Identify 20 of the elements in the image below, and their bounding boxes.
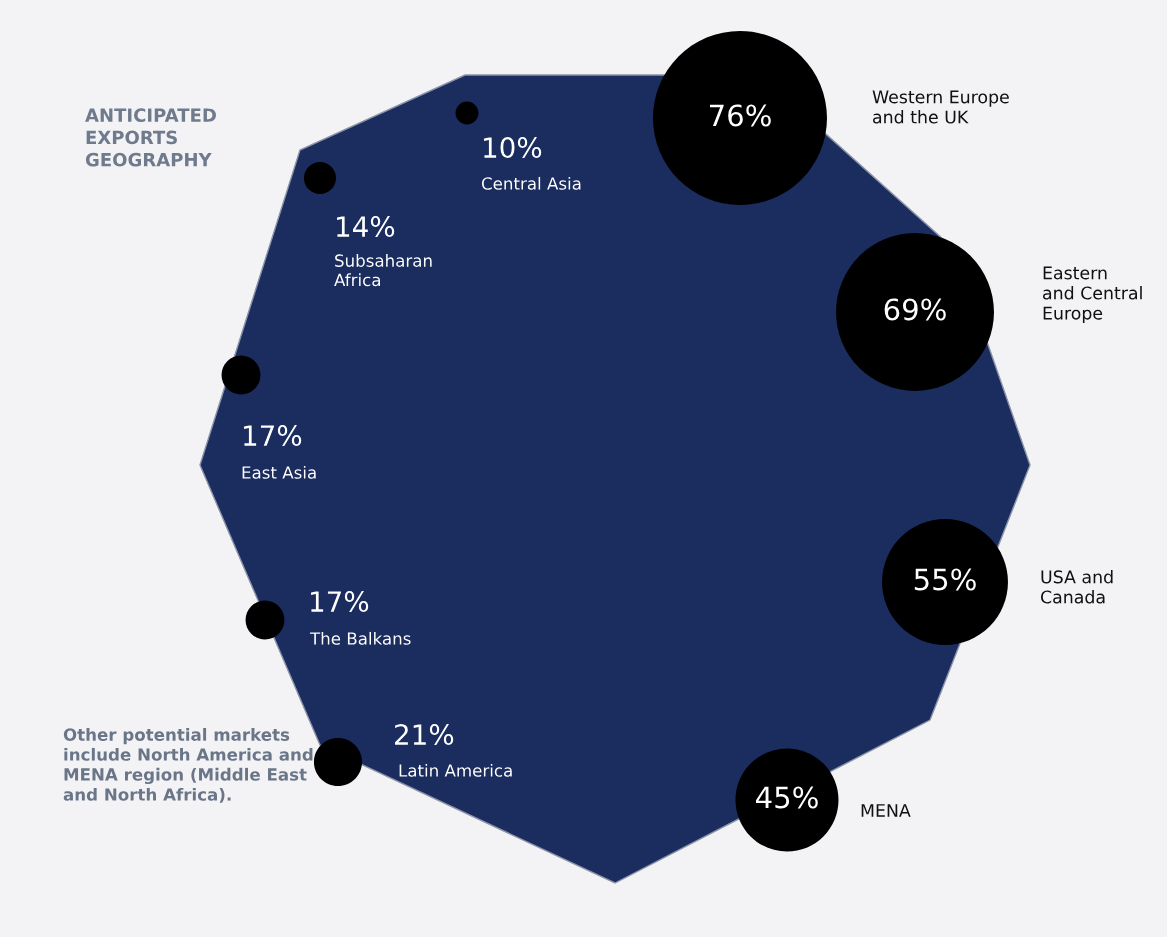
category-label: East Asia — [242, 465, 316, 479]
data-label: 14% — [337, 216, 395, 238]
category-label: MENA — [861, 804, 911, 817]
category-label: Latin America — [399, 763, 512, 777]
category-label: Subsaharan Africa — [334, 254, 432, 287]
data-label: 76% — [709, 104, 771, 127]
text: ANTICIPATED EXPORTS GEOGRAPHY — [85, 108, 216, 167]
data-label: 69% — [884, 298, 946, 321]
data-label: 10% — [484, 137, 542, 159]
category-label: Eastern and Central Europe — [1043, 266, 1142, 323]
category-label: USA and Canada — [1040, 570, 1113, 604]
data-label: 17% — [311, 591, 369, 613]
category-label: Western Europe and the UK — [872, 90, 1009, 124]
data-label: 17% — [244, 425, 302, 447]
text: Other potential markets include North America and MENA region (Middle East and North Africa). — [63, 728, 313, 803]
data-label: 21% — [395, 724, 454, 746]
category-label: Central Asia — [481, 176, 581, 190]
category-label: The Balkans — [309, 631, 411, 645]
data-label: 55% — [914, 568, 976, 591]
data-label: 45% — [756, 786, 818, 809]
